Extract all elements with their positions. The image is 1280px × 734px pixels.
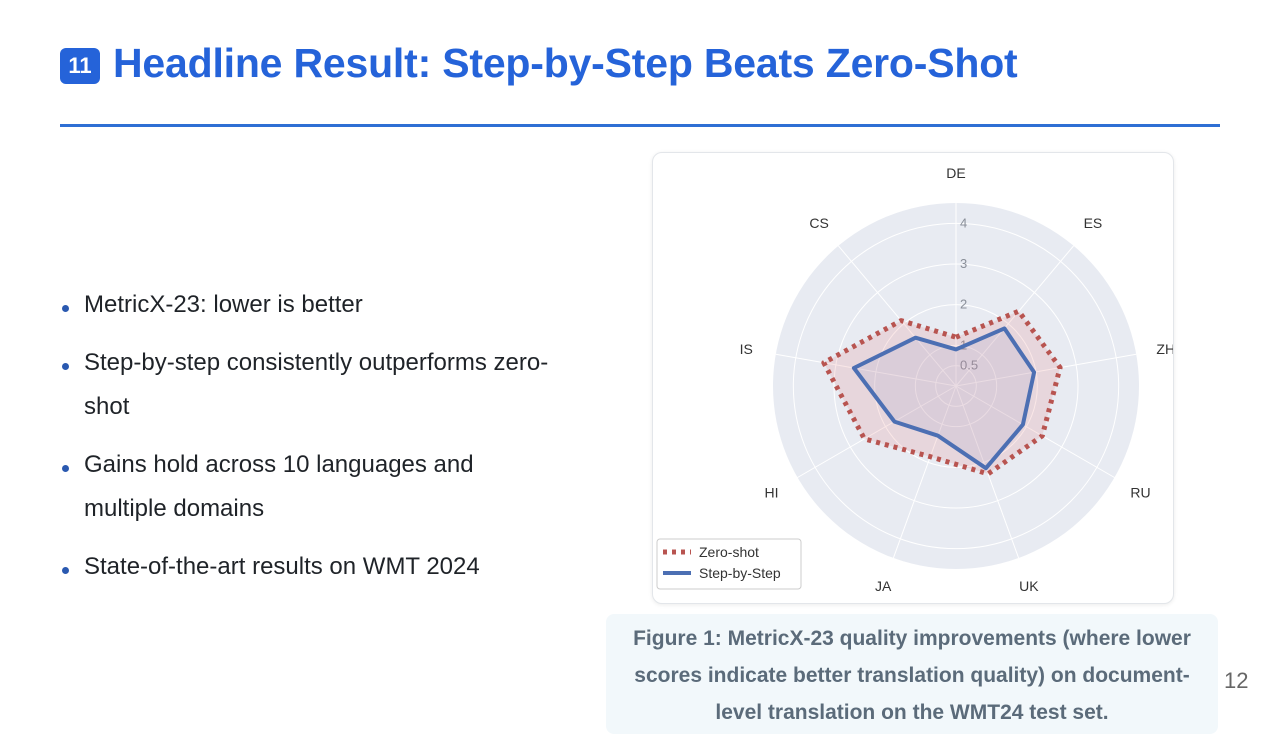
figure-caption: Figure 1: MetricX-23 quality improvement… [606,614,1218,734]
bullet-text: MetricX-23: lower is better [84,291,363,318]
radar-spoke [892,385,957,559]
category-label: UK [1019,578,1039,594]
bullet-list: MetricX-23: lower is better Step-by-step… [62,283,552,603]
legend-label: Zero-shot [699,544,759,560]
bullet-item: MetricX-23: lower is better [62,283,552,327]
bullet-dot-icon [62,465,69,472]
radar-spoke [955,245,1075,387]
category-label: CS [809,215,828,231]
bullet-text: Step-by-step consistently outperforms ze… [84,349,549,420]
category-label: DE [946,165,965,181]
radar-spoke [955,385,1115,478]
bullet-item: State-of-the-art results on WMT 2024 [62,545,552,589]
section-number-badge: 11 [60,48,100,84]
bullet-item: Step-by-step consistently outperforms ze… [62,341,552,429]
page-number: 12 [1224,668,1249,693]
bullet-text: Gains hold across 10 languages and multi… [84,451,474,522]
slide-title: Headline Result: Step-by-Step Beats Zero… [113,40,1018,86]
radial-tick-label: 0.5 [960,358,978,373]
radar-spoke [775,353,957,387]
legend-box [656,538,802,590]
radar-spoke [955,385,1020,559]
radial-tick-label: 3 [960,256,967,271]
bullet-item: Gains hold across 10 languages and multi… [62,443,552,531]
radar-chart-card: 0.51234DEESZHRUUKJAHIISCSZero-shotStep-b… [652,152,1174,604]
category-label: RU [1130,485,1150,501]
radar-spoke [797,385,957,478]
radial-tick-label: 4 [960,215,967,230]
bullet-dot-icon [62,305,69,312]
legend-label: Step-by-Step [699,565,781,581]
category-label: HI [765,485,779,501]
category-label: ZH [1156,341,1173,357]
category-label: ES [1084,215,1103,231]
bullet-dot-icon [62,363,69,370]
series-step-by-step-line [851,326,1037,471]
radar-spoke [837,245,957,387]
title-divider [60,124,1220,127]
category-label: JA [875,578,892,594]
radar-spoke [955,353,1137,387]
bullet-text: State-of-the-art results on WMT 2024 [84,553,480,580]
bullet-dot-icon [62,567,69,574]
radar-chart: 0.51234DEESZHRUUKJAHIISCSZero-shotStep-b… [656,165,1173,594]
radial-tick-label: 2 [960,297,967,312]
category-label: IS [740,341,753,357]
